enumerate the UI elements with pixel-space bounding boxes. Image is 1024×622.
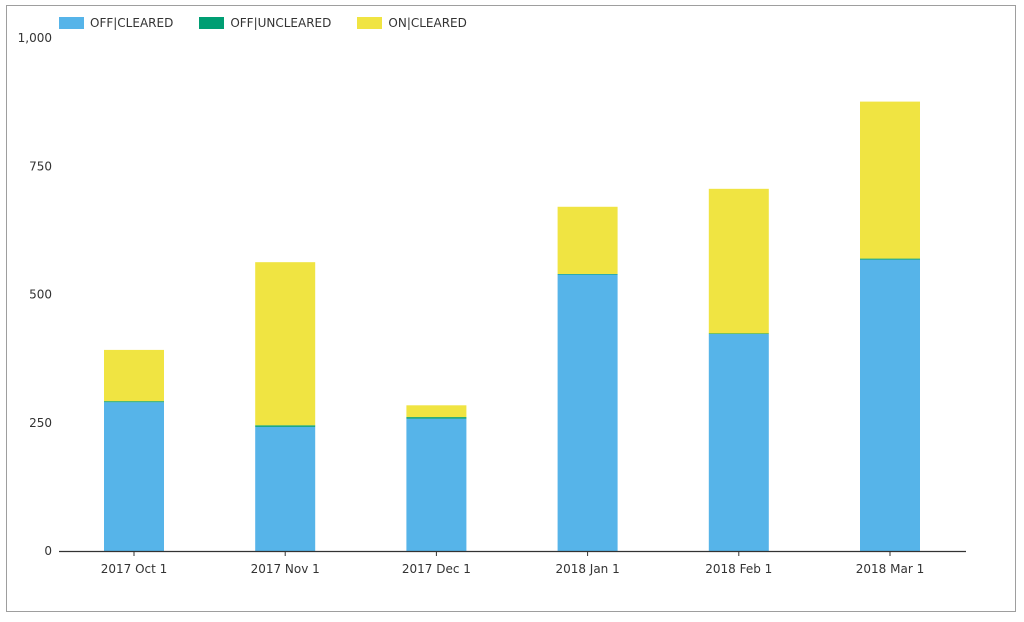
bar-segment bbox=[860, 259, 920, 551]
legend-swatch bbox=[357, 17, 383, 29]
x-tick-label: 2017 Oct 1 bbox=[101, 562, 168, 576]
legend-swatch bbox=[199, 17, 225, 29]
x-tick-label: 2018 Jan 1 bbox=[555, 562, 619, 576]
bar-segment bbox=[860, 101, 920, 259]
legend-item-off-cleared[interactable]: OFF|CLEARED bbox=[59, 16, 173, 30]
bar-segment bbox=[557, 273, 618, 275]
legend-item-off-uncleared[interactable]: OFF|UNCLEARED bbox=[199, 16, 331, 30]
y-tick-label: 1,000 bbox=[18, 31, 52, 45]
x-tick-label: 2018 Mar 1 bbox=[856, 562, 924, 576]
bar-segment bbox=[255, 425, 316, 427]
x-tick-label: 2017 Nov 1 bbox=[251, 562, 320, 576]
bar-segment bbox=[557, 274, 618, 551]
legend-label: OFF|UNCLEARED bbox=[230, 16, 332, 30]
bar-segment bbox=[104, 401, 164, 403]
legend-swatch bbox=[59, 17, 84, 29]
y-tick-label: 250 bbox=[29, 416, 52, 430]
bar-segment bbox=[255, 426, 316, 551]
x-tick-label: 2017 Dec 1 bbox=[402, 562, 471, 576]
bar-segment bbox=[708, 334, 769, 551]
bar-segment bbox=[557, 206, 618, 274]
legend-item-on-cleared[interactable]: ON|CLEARED bbox=[357, 16, 467, 30]
bar-segment bbox=[406, 417, 467, 419]
bar-segment bbox=[406, 418, 467, 551]
y-tick-label: 500 bbox=[29, 288, 52, 302]
legend: OFF|CLEARED OFF|UNCLEARED ON|CLEARED bbox=[59, 16, 493, 30]
x-tick-label: 2018 Feb 1 bbox=[705, 562, 772, 576]
bar-segment bbox=[708, 333, 769, 335]
legend-label: OFF|CLEARED bbox=[90, 16, 174, 30]
y-tick-label: 0 bbox=[44, 544, 52, 558]
bar-segment bbox=[255, 262, 316, 426]
y-tick-label: 750 bbox=[29, 159, 52, 173]
bar-segment bbox=[708, 188, 769, 334]
bar-segment bbox=[104, 349, 164, 402]
bar-segment bbox=[104, 402, 164, 551]
chart-frame bbox=[6, 5, 1016, 612]
legend-label: ON|CLEARED bbox=[388, 16, 467, 30]
bar-segment bbox=[406, 405, 467, 418]
bar-segment bbox=[860, 258, 920, 260]
